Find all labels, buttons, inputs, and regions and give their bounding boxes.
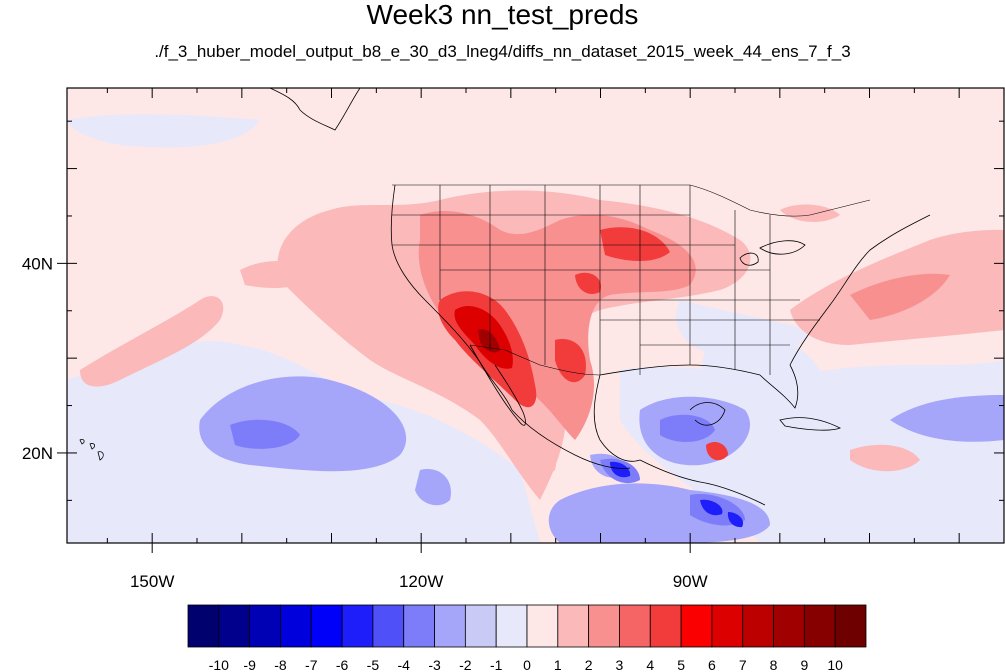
colorbar-label: 0 bbox=[523, 657, 531, 672]
map-frame bbox=[66, 87, 1005, 544]
colorbar-label: 3 bbox=[616, 657, 624, 672]
colorbar-swatch bbox=[464, 604, 497, 648]
map-title: Week3 nn_test_preds bbox=[366, 0, 639, 30]
colorbar-swatch bbox=[680, 604, 713, 648]
state-borders bbox=[392, 184, 871, 376]
colorbar-label: 9 bbox=[800, 657, 808, 672]
colorbar-swatch bbox=[711, 604, 744, 648]
colorbar-swatch bbox=[773, 604, 805, 648]
colorbar-swatch bbox=[649, 604, 682, 648]
colorbar-swatch bbox=[249, 604, 281, 648]
lon-tick-label: 90W bbox=[673, 572, 708, 591]
colorbar-swatch bbox=[310, 604, 343, 648]
colorbar-label: -10 bbox=[209, 657, 229, 672]
colorbar-label: 5 bbox=[677, 657, 685, 672]
colorbar: -10 -9 -8 -7 -6 -5 -4 -3 -2 -1 0 1 2 3 4 5 6 7 8 9 10 bbox=[187, 604, 867, 672]
colorbar-swatch bbox=[803, 604, 836, 648]
colorbar-swatch bbox=[372, 604, 405, 648]
colorbar-swatch bbox=[742, 604, 774, 648]
colorbar-label: -8 bbox=[274, 657, 287, 672]
colorbar-swatch bbox=[588, 604, 620, 648]
latitude-axis: 40N 20N bbox=[22, 120, 1004, 501]
coastlines bbox=[79, 88, 931, 506]
colorbar-label: 6 bbox=[708, 657, 716, 672]
colorbar-swatch bbox=[526, 604, 559, 648]
colorbar-label: 4 bbox=[646, 657, 654, 672]
colorbar-swatch bbox=[187, 604, 220, 648]
colorbar-swatch bbox=[403, 604, 435, 648]
colorbar-label: 2 bbox=[585, 657, 593, 672]
anomaly-field bbox=[67, 88, 1004, 543]
lon-tick-label: 120W bbox=[399, 572, 443, 591]
colorbar-label: 7 bbox=[739, 657, 747, 672]
lon-tick-label: 150W bbox=[130, 572, 174, 591]
colorbar-swatch bbox=[434, 604, 466, 648]
colorbar-label: -7 bbox=[305, 657, 318, 672]
colorbar-label: -9 bbox=[243, 657, 256, 672]
colorbar-swatch bbox=[280, 604, 312, 648]
lat-tick-label: 40N bbox=[22, 254, 53, 273]
lat-tick-label: 20N bbox=[22, 444, 53, 463]
colorbar-label: -6 bbox=[336, 657, 349, 672]
colorbar-label: 1 bbox=[554, 657, 562, 672]
colorbar-label: -4 bbox=[398, 657, 411, 672]
longitude-axis: 150W 120W 90W bbox=[106, 88, 960, 591]
colorbar-label: 8 bbox=[770, 657, 778, 672]
colorbar-label: -1 bbox=[490, 657, 503, 672]
colorbar-swatch bbox=[341, 604, 374, 648]
colorbar-label: -5 bbox=[367, 657, 380, 672]
colorbar-label: -3 bbox=[428, 657, 441, 672]
colorbar-swatch bbox=[495, 604, 528, 648]
colorbar-label: 10 bbox=[827, 657, 843, 672]
colorbar-swatch bbox=[557, 604, 590, 648]
colorbar-swatch bbox=[619, 604, 651, 648]
colorbar-swatch bbox=[834, 604, 867, 648]
map-subtitle: ./f_3_huber_model_output_b8_e_30_d3_lneg… bbox=[154, 42, 851, 61]
colorbar-label: -2 bbox=[459, 657, 472, 672]
colorbar-swatch bbox=[218, 604, 251, 648]
